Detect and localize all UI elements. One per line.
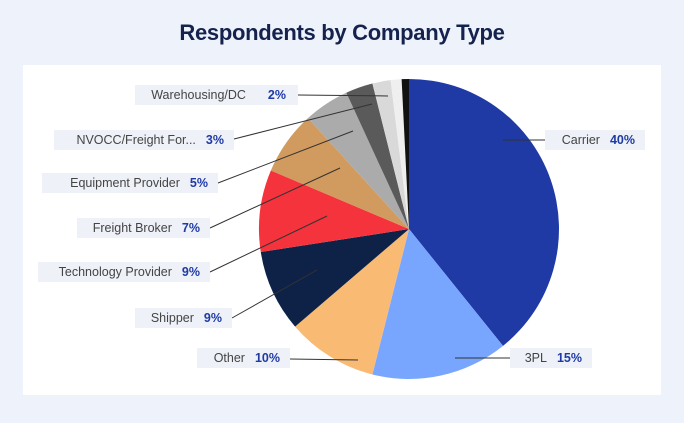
leader-line [233,103,373,140]
label-text: Equipment Provider [70,176,180,190]
label-pct: 40% [609,133,635,147]
label-carrier: Carrier 40% [545,130,645,150]
pie-slice-freight-broker [270,118,409,229]
leader-line [209,167,341,229]
pie-slice-nvocc-freight-for [346,83,409,229]
pie-slice-3pl [372,229,504,379]
pie-slice-shipper [260,229,409,327]
leader-line [217,130,354,184]
label-technology-provider: Technology Provider 9% [38,262,210,282]
pie-slice-unlabeled-10 [401,79,409,229]
label-pct: 9% [203,311,222,325]
label-pct: 7% [181,221,200,235]
leader-line [289,358,359,361]
label-text: Carrier [561,133,600,147]
label-pct: 2% [267,88,286,102]
label-equipment-provider: Equipment Provider 5% [42,173,218,193]
label-pct: 15% [556,351,582,365]
label-other: Other 10% [197,348,290,368]
label-text: NVOCC/Freight For... [76,133,196,147]
label-3pl: 3PL 15% [510,348,592,368]
pie-slice-warehousing-dc [372,80,409,229]
pie-slice-other [295,229,409,375]
label-text: 3PL [524,351,547,365]
label-text: Shipper [150,311,194,325]
label-text: Technology Provider [58,265,172,279]
label-shipper: Shipper 9% [135,308,232,328]
pie-slice-technology-provider [259,170,409,253]
label-pct: 5% [189,176,208,190]
leader-line [297,94,389,97]
chart-title: Respondents by Company Type [179,20,505,45]
pie-slice-equipment-provider [307,92,409,229]
label-nvocc: NVOCC/Freight For... 3% [54,130,234,150]
label-pct: 9% [181,265,200,279]
label-warehousing: Warehousing/DC 2% [135,85,298,105]
label-text: Warehousing/DC [151,88,246,102]
label-pct: 10% [254,351,280,365]
pie-slice-carrier [409,79,560,346]
label-text: Other [213,351,245,365]
pie-slice-unlabeled-9 [390,79,409,229]
label-pct: 3% [205,133,224,147]
label-freight-broker: Freight Broker 7% [77,218,210,238]
label-text: Freight Broker [92,221,172,235]
leader-line [209,215,328,273]
leader-line [231,269,318,319]
